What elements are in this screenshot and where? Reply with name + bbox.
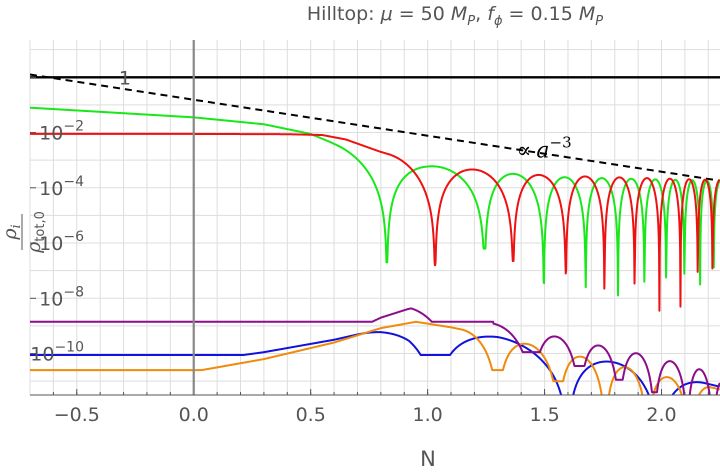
title-mu: μ [380, 3, 393, 25]
title-separator: , [475, 3, 487, 25]
y-label-denominator-sub: tot,0 [33, 211, 48, 242]
axes [30, 40, 720, 396]
x-tick-label: 0.5 [296, 404, 326, 426]
annotation-exponent: −3 [550, 133, 572, 151]
annotation-proportional-symbol: ∝ [517, 138, 532, 163]
title-p2: P [595, 14, 603, 29]
title-m1: M [451, 3, 467, 25]
title-phi: ϕ [494, 14, 503, 29]
svg-text:ρi: ρi [0, 224, 24, 240]
title-f-value: = 0.15 [503, 3, 579, 25]
x-tick-label: 1.0 [413, 404, 443, 426]
y-tick-label: 10−10 [30, 340, 84, 366]
y-tick-label: 10−6 [39, 229, 84, 255]
series-layer [30, 73, 720, 395]
svg-text:ρtot,0: ρtot,0 [23, 211, 48, 254]
y-tick-label: 10−8 [39, 284, 84, 310]
series-line-green [30, 106, 720, 297]
series-line-purple [30, 307, 720, 395]
x-tick-label: 1.5 [529, 404, 559, 426]
grid [29, 40, 720, 395]
chart-title: Hilltop: μ = 50 MP, fϕ = 0.15 MP [307, 3, 603, 29]
y-tick-label: 10−2 [39, 119, 84, 145]
series-line-red [30, 132, 720, 312]
series-line-orange [30, 320, 720, 395]
series-line-a-3-scaling [30, 73, 720, 182]
y-tick-label: 10−4 [39, 174, 84, 200]
title-p1: P [467, 14, 475, 29]
annotation-base: a [536, 138, 549, 163]
title-mu-value: = 50 [393, 3, 451, 25]
title-m2: M [579, 3, 595, 25]
series-line-blue [30, 331, 720, 395]
x-tick-label: −0.5 [54, 404, 100, 426]
y-axis-label: ρi ρtot,0 [0, 211, 48, 254]
title-prefix: Hilltop: [307, 3, 381, 25]
y-label-denominator: ρ [23, 241, 45, 254]
y-label-numerator: ρ [0, 228, 21, 241]
x-tick-label: 0.0 [179, 404, 209, 426]
x-tick-label: 2.0 [646, 404, 676, 426]
scaling-annotation: ∝ a−3 [517, 133, 572, 163]
x-axis-label: N [420, 447, 436, 471]
y-label-numerator-sub: i [9, 224, 24, 228]
y-tick-label: 1 [119, 67, 131, 89]
title-f: f [487, 3, 497, 25]
tick-labels: −0.5 0.0 0.5 1.0 1.5 2.0 1 10−2 10−4 10−6 10−8 10−1… [30, 67, 676, 426]
